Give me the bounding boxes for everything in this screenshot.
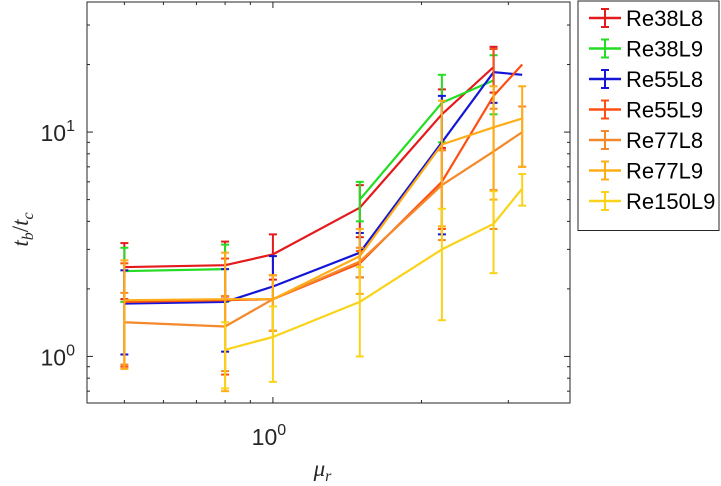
error-bar — [120, 259, 129, 370]
y-tick-label-exp: 1 — [66, 118, 75, 135]
legend-label: Re38L8 — [626, 6, 703, 31]
error-bar — [518, 173, 527, 207]
legend-item-re38l8: Re38L8 — [589, 6, 703, 31]
error-bar — [355, 180, 364, 223]
x-axis-label: μr — [313, 456, 333, 485]
y-tick-label: 100 — [41, 342, 76, 370]
x-tick-label-exp: 0 — [277, 422, 286, 439]
legend-label: Re38L9 — [626, 37, 703, 62]
legend-label: Re55L8 — [626, 67, 703, 92]
legend-label: Re77L9 — [626, 159, 703, 184]
legend-item-re55l9: Re55L9 — [589, 98, 703, 123]
legend: Re38L8 Re38L9 Re55L8 Re55L9 Re77L8 Re77L9 Re15… — [577, 0, 720, 231]
series-line — [124, 79, 495, 273]
y-axis-label-num: t — [8, 240, 33, 247]
axes-box — [86, 1, 571, 404]
legend-item-re150l9: Re150L9 — [589, 189, 715, 214]
legend-label: Re150L9 — [626, 189, 715, 214]
error-bar — [518, 85, 527, 168]
x-axis-label-main: μ — [313, 456, 326, 481]
series-layer — [120, 45, 527, 393]
error-bar — [355, 266, 364, 358]
y-axis-label-den: t — [8, 219, 33, 226]
legend-item-re38l9: Re38L9 — [589, 37, 703, 62]
error-bar — [437, 207, 446, 322]
series-line — [124, 66, 495, 269]
y-tick-label-exp: 0 — [66, 342, 75, 359]
legend-label: Re55L9 — [626, 98, 703, 123]
x-tick-label: 100 — [252, 422, 287, 450]
y-axis-label-den-sub: c — [20, 212, 37, 219]
y-axis-label-num-sub: b — [20, 232, 37, 240]
error-bar — [489, 190, 498, 275]
legend-item-re77l9: Re77L9 — [589, 159, 703, 184]
x-axis-label-sub: r — [325, 468, 332, 485]
legend-label: Re77L8 — [626, 128, 703, 153]
series-re150l9 — [221, 173, 527, 390]
error-bar — [221, 321, 230, 390]
legend-item-re55l8: Re55L8 — [589, 67, 703, 92]
y-axis-label: tb/tc — [8, 212, 37, 246]
error-bar — [437, 99, 446, 228]
series-line — [124, 131, 523, 328]
y-axis-label-slash: / — [8, 225, 33, 232]
series-line — [224, 187, 524, 351]
error-bar — [268, 305, 277, 383]
y-tick-label: 101 — [41, 118, 76, 146]
legend-item-re77l8: Re77L8 — [589, 128, 703, 153]
